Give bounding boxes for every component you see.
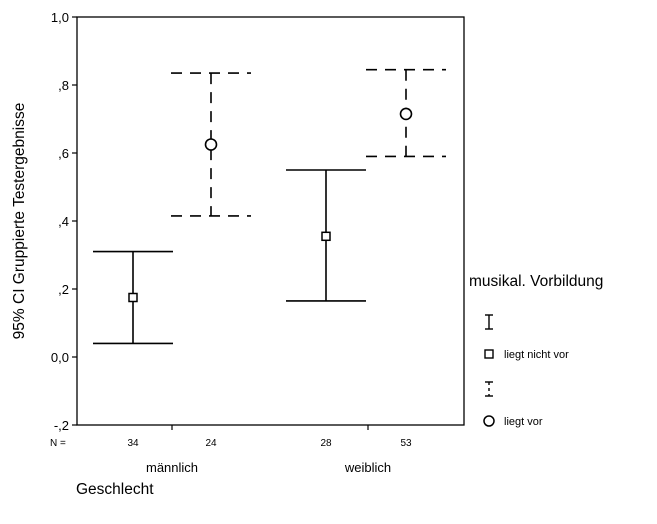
x-axis-label: Geschlecht [76, 481, 154, 498]
y-tick-label: ,6 [58, 146, 69, 161]
n-prefix: N = [50, 438, 66, 449]
mean-marker [204, 138, 218, 151]
n-count-label: 28 [320, 438, 332, 449]
legend-entry-label: liegt vor [504, 416, 543, 428]
legend-marker-icon [484, 349, 494, 359]
y-axis-label: 95% CI Gruppierte Testergebnisse [11, 103, 28, 340]
x-axis: N = männlich weiblich [50, 425, 391, 475]
y-tick-label: ,4 [58, 214, 69, 229]
n-count-label: 34 [127, 438, 139, 449]
x-category-label: weiblich [344, 460, 391, 475]
mean-marker [399, 107, 413, 121]
y-axis: -,2 0,0 ,2 ,4 ,6 ,8 1,0 [51, 10, 77, 433]
mean-marker [321, 231, 331, 242]
x-category-label: männlich [146, 460, 198, 475]
n-count-label: 53 [400, 438, 412, 449]
y-tick-label: -,2 [54, 418, 69, 433]
legend-entry-label: liegt nicht vor [504, 349, 569, 361]
error-bars: 34 28 24 53 [93, 68, 446, 449]
y-tick-label: ,8 [58, 78, 69, 93]
mean-marker [128, 292, 138, 303]
legend-marker-icon [483, 415, 495, 427]
y-tick-label: ,2 [58, 282, 69, 297]
y-tick-label: 1,0 [51, 10, 69, 25]
y-tick-label: 0,0 [51, 350, 69, 365]
legend: musikal. Vorbildung liegt nicht vor liegt… [469, 273, 603, 428]
n-count-label: 24 [205, 438, 217, 449]
legend-title: musikal. Vorbildung [469, 273, 603, 290]
